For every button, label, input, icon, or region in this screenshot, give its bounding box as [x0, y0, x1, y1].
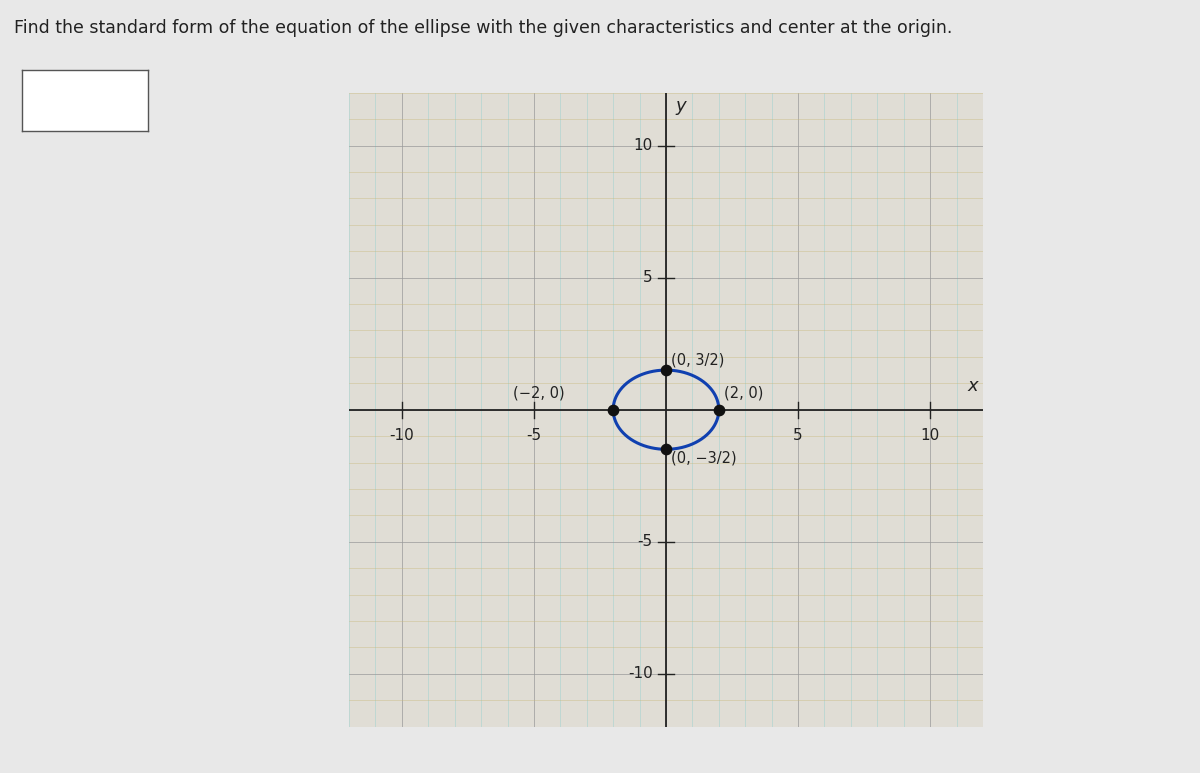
Text: -10: -10 [628, 666, 653, 681]
Text: (−2, 0): (−2, 0) [512, 386, 564, 400]
Text: -5: -5 [637, 534, 653, 550]
Text: 5: 5 [643, 270, 653, 285]
Text: -10: -10 [390, 428, 414, 443]
Text: 5: 5 [793, 428, 803, 443]
Text: (2, 0): (2, 0) [724, 386, 763, 400]
Text: Find the standard form of the equation of the ellipse with the given characteris: Find the standard form of the equation o… [14, 19, 953, 37]
Text: y: y [676, 97, 686, 114]
Text: 10: 10 [634, 138, 653, 153]
Text: 10: 10 [920, 428, 940, 443]
Text: (0, 3/2): (0, 3/2) [671, 352, 725, 367]
Text: x: x [967, 377, 978, 395]
Point [656, 443, 676, 455]
Text: -5: -5 [527, 428, 541, 443]
Point [604, 404, 623, 416]
Point [709, 404, 728, 416]
Point [656, 364, 676, 376]
Text: (0, −3/2): (0, −3/2) [671, 450, 737, 465]
